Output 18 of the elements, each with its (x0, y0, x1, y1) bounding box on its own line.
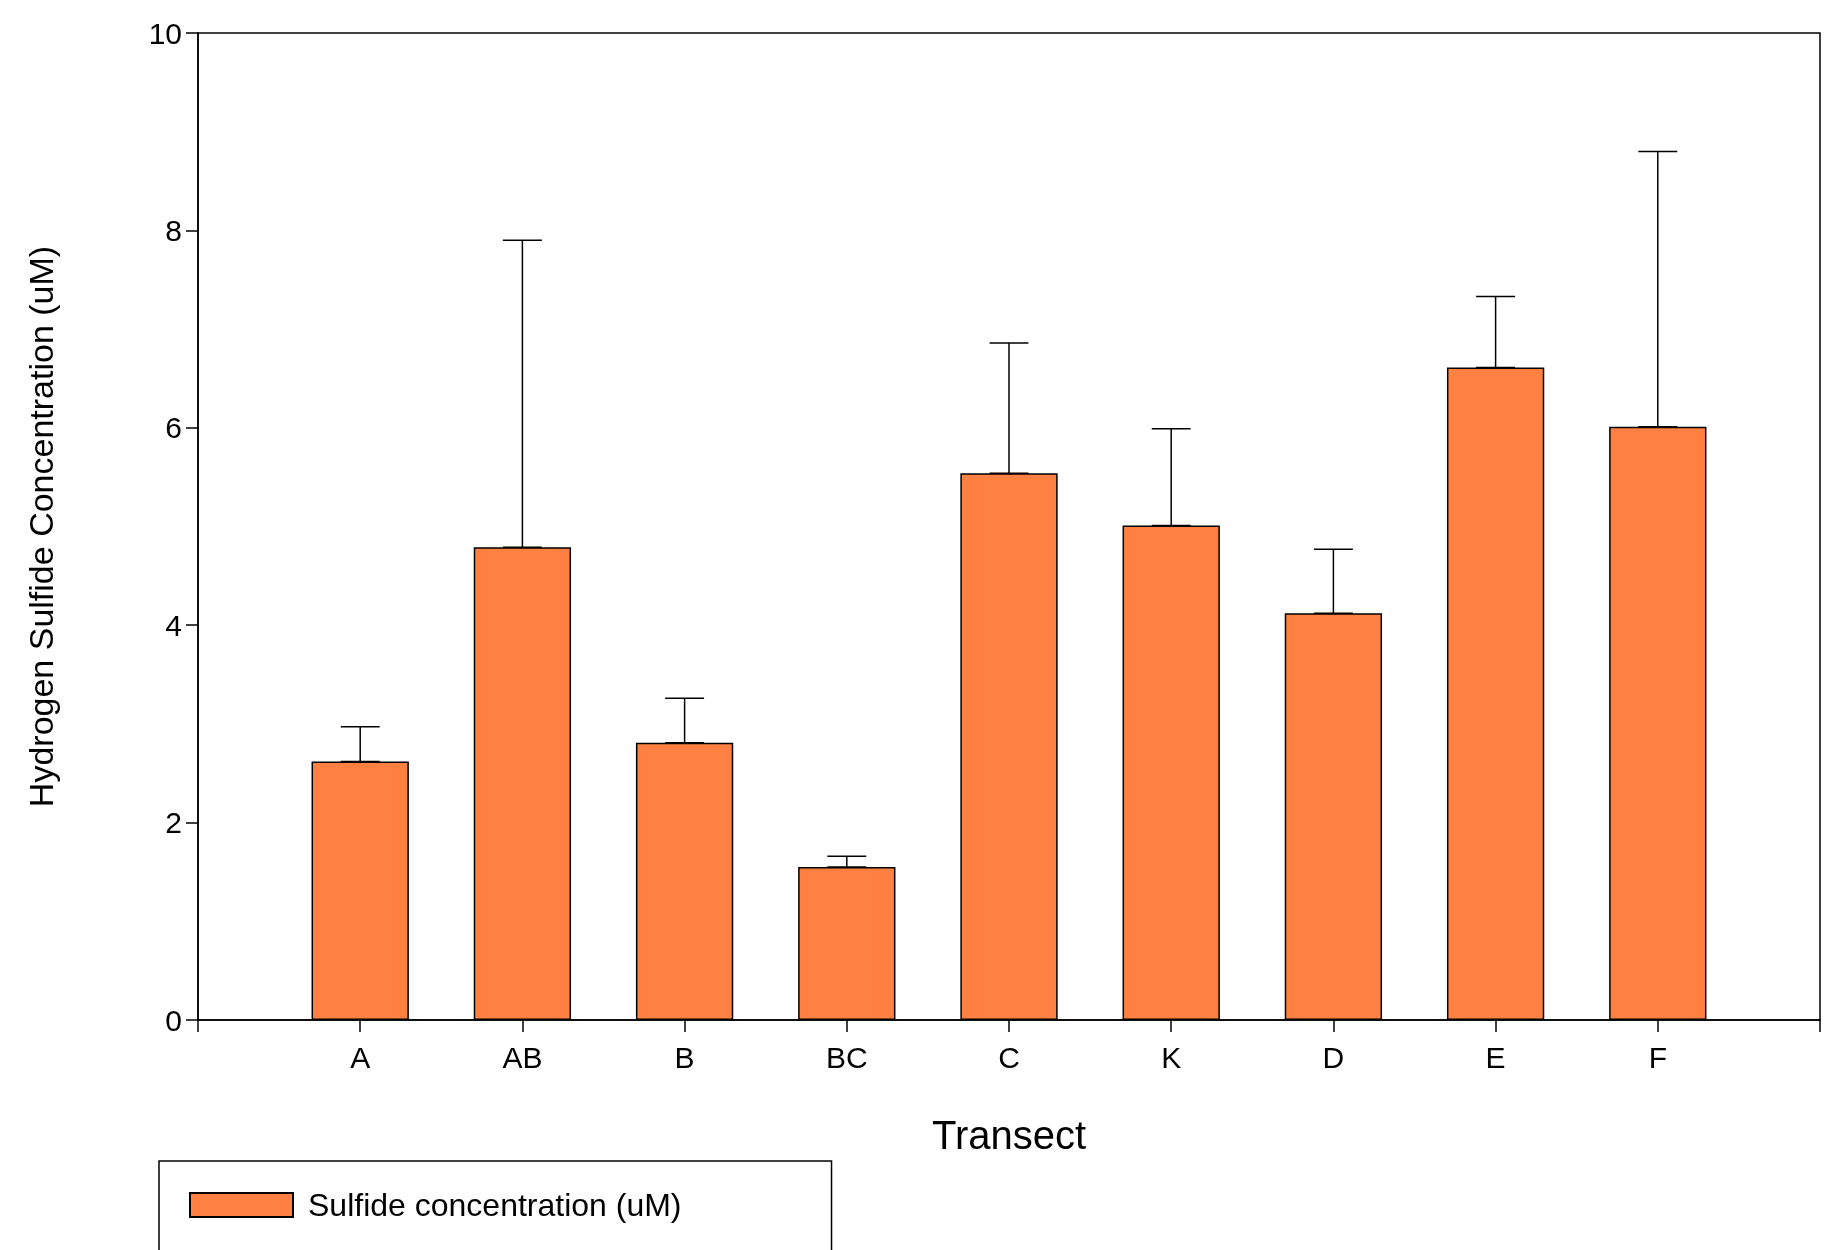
x-tick-label: F (1648, 1040, 1667, 1074)
y-axis-title: Hydrogen Sulfide Concentration (uM) (22, 245, 60, 808)
y-tick-label: 2 (165, 806, 182, 840)
y-tick-label: 0 (165, 1003, 182, 1037)
x-tick-label: D (1322, 1040, 1345, 1074)
x-tick-label: AB (502, 1040, 543, 1074)
legend-label: Sulfide concentration (uM) (308, 1187, 682, 1223)
x-tick-label: C (998, 1040, 1020, 1074)
x-tick-label: B (674, 1040, 695, 1074)
y-tick-label: 4 (165, 608, 182, 642)
x-axis-title: Transect (931, 1113, 1087, 1157)
y-tick-label: 6 (165, 411, 182, 445)
x-tick-label: E (1485, 1040, 1506, 1074)
y-tick-label: 10 (148, 16, 182, 50)
x-tick-label: A (350, 1040, 371, 1074)
x-tick-label: K (1161, 1040, 1182, 1074)
y-tick-label: 8 (165, 213, 182, 247)
x-tick-label: BC (825, 1040, 868, 1074)
